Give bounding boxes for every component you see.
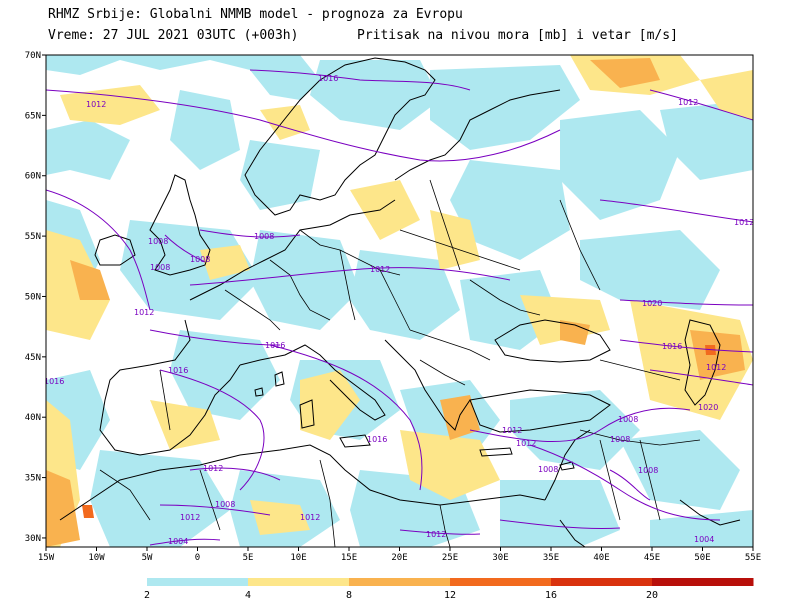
latitude-label: 55N bbox=[25, 232, 41, 242]
isobar-label: 1012 bbox=[203, 464, 223, 473]
isobar-label: 1008 bbox=[190, 255, 210, 264]
isobar-label: 1012 bbox=[86, 100, 106, 109]
longitude-label: 0 bbox=[195, 553, 200, 563]
isobar-label: 1004 bbox=[694, 535, 714, 544]
isobar-label: 1008 bbox=[538, 465, 558, 474]
wind-speed-colorbar bbox=[147, 578, 754, 586]
colorbar-label: 2 bbox=[144, 590, 150, 600]
colorbar-swatch bbox=[349, 578, 451, 586]
isobar-label: 1012 bbox=[370, 265, 390, 274]
longitude-label: 50E bbox=[694, 553, 710, 563]
isobar-label: 1016 bbox=[318, 74, 338, 83]
longitude-label: 10E bbox=[290, 553, 306, 563]
isobar-label: 1012 bbox=[734, 218, 754, 227]
colorbar-swatch bbox=[147, 578, 249, 586]
coastlines bbox=[59, 57, 741, 547]
colorbar-labels: 2 4 8 12 16 20 bbox=[144, 590, 658, 600]
isobar-labels: 1016 1012 1012 1008 1008 1008 1012 1016 … bbox=[44, 74, 754, 546]
longitude-label: 20E bbox=[391, 553, 407, 563]
colorbar-swatch bbox=[450, 578, 552, 586]
colorbar-label: 8 bbox=[346, 590, 352, 600]
latitude-label: 70N bbox=[25, 51, 41, 61]
isobar-label: 1008 bbox=[610, 435, 630, 444]
colorbar-label: 12 bbox=[444, 590, 456, 600]
country-borders bbox=[99, 179, 701, 547]
longitude-label: 15W bbox=[38, 553, 55, 563]
map-title: RHMZ Srbije: Globalni NMMB model - progn… bbox=[48, 7, 463, 22]
isobar-label: 1012 bbox=[300, 513, 320, 522]
isobar-label: 1020 bbox=[642, 299, 662, 308]
longitude-label: 45E bbox=[644, 553, 660, 563]
isobar-label: 1012 bbox=[678, 98, 698, 107]
isobars bbox=[46, 69, 753, 546]
isobar-label: 1008 bbox=[254, 232, 274, 241]
latitude-label: 65N bbox=[25, 111, 41, 121]
colorbar-swatch bbox=[652, 578, 754, 586]
isobar-label: 1012 bbox=[502, 426, 522, 435]
longitude-label: 35E bbox=[543, 553, 559, 563]
isobar-label: 1012 bbox=[134, 308, 154, 317]
longitude-label: 5E bbox=[243, 553, 254, 563]
latitude-label: 50N bbox=[25, 292, 41, 302]
isobar-label: 1016 bbox=[265, 341, 285, 350]
isobar-label: 1004 bbox=[168, 537, 188, 546]
isobar-label: 1012 bbox=[706, 363, 726, 372]
colorbar-swatch bbox=[551, 578, 653, 586]
isobar-label: 1016 bbox=[367, 435, 387, 444]
longitude-label: 15E bbox=[341, 553, 357, 563]
forecast-time: Vreme: 27 JUL 2021 03UTC (+003h) bbox=[48, 28, 299, 43]
isobar-label: 1008 bbox=[150, 263, 170, 272]
isobar-label: 1016 bbox=[44, 377, 64, 386]
latitude-label: 40N bbox=[25, 413, 41, 423]
field-description: Pritisak na nivou mora [mb] i vetar [m/s… bbox=[357, 28, 678, 43]
isobar-label: 1008 bbox=[148, 237, 168, 246]
isobar-label: 1008 bbox=[215, 500, 235, 509]
longitude-label: 40E bbox=[593, 553, 609, 563]
longitude-label: 25E bbox=[442, 553, 458, 563]
longitude-label: 10W bbox=[88, 553, 105, 563]
isobar-label: 1012 bbox=[180, 513, 200, 522]
isobar-label: 1016 bbox=[168, 366, 188, 375]
longitude-label: 5W bbox=[142, 553, 153, 563]
latitude-label: 60N bbox=[25, 172, 41, 182]
longitude-label: 30E bbox=[492, 553, 508, 563]
latitude-label: 45N bbox=[25, 353, 41, 363]
map-area: 1016 1012 1012 1008 1008 1008 1012 1016 … bbox=[44, 55, 754, 547]
latitude-labels: 70N 65N 60N 55N 50N 45N 40N 35N 30N bbox=[25, 51, 46, 544]
longitude-label: 55E bbox=[745, 553, 761, 563]
isobar-label: 1012 bbox=[426, 530, 446, 539]
longitude-labels: 15W 10W 5W 0 5E 10E 15E 20E 25E 30E 35E 40E 45E 50E 55… bbox=[38, 547, 761, 563]
isobar-label: 1020 bbox=[698, 403, 718, 412]
colorbar-label: 16 bbox=[545, 590, 557, 600]
wind-speed-field bbox=[46, 55, 753, 547]
latitude-label: 30N bbox=[25, 534, 41, 544]
isobar-label: 1012 bbox=[516, 439, 536, 448]
colorbar-swatch bbox=[248, 578, 350, 586]
isobar-label: 1008 bbox=[618, 415, 638, 424]
colorbar-label: 20 bbox=[646, 590, 658, 600]
colorbar-label: 4 bbox=[245, 590, 251, 600]
isobar-label: 1016 bbox=[662, 342, 682, 351]
latitude-label: 35N bbox=[25, 474, 41, 484]
isobar-label: 1008 bbox=[638, 466, 658, 475]
